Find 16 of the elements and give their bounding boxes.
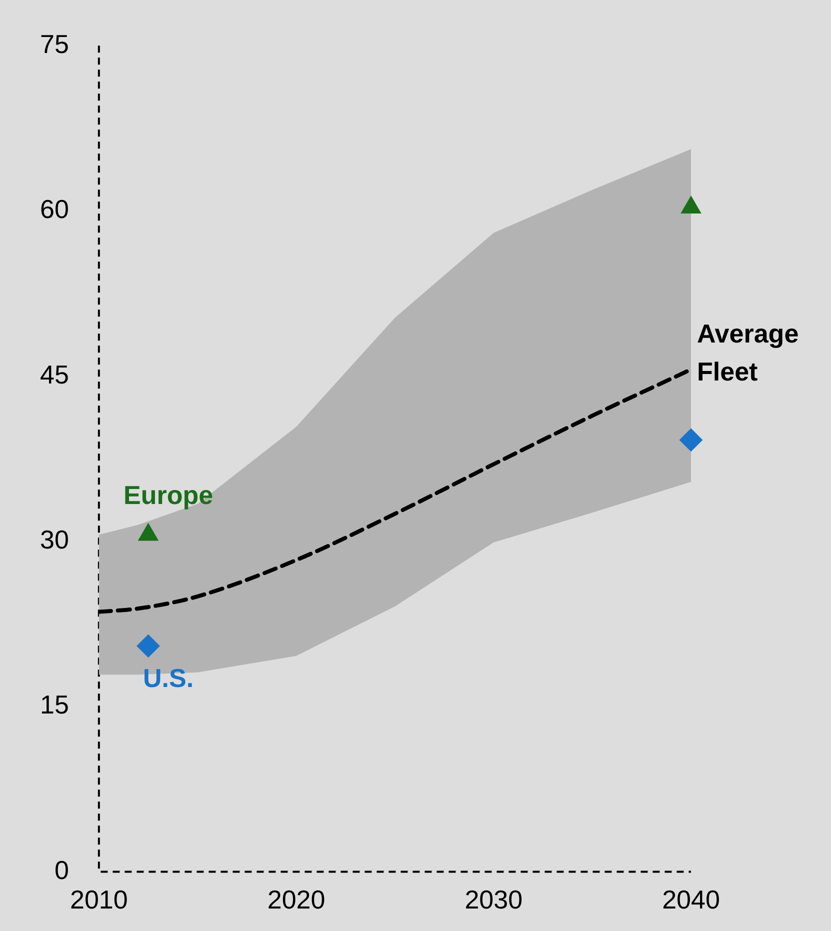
series-label: Europe <box>123 480 214 510</box>
y-tick-label: 75 <box>40 28 69 59</box>
y-tick-label: 0 <box>54 854 69 885</box>
point <box>136 634 160 658</box>
y-tick-label: 45 <box>40 359 69 390</box>
point <box>680 196 702 214</box>
x-tick-label: 2030 <box>464 884 523 915</box>
x-tick-label: 2010 <box>70 884 128 915</box>
y-tick-label: 60 <box>40 194 69 224</box>
x-tick-label: 2040 <box>662 884 720 915</box>
series-label: Average Fleet <box>697 318 799 387</box>
x-tick-label: 2020 <box>267 884 326 915</box>
y-tick-label: 15 <box>40 690 69 720</box>
series-label: U.S. <box>142 663 194 694</box>
y-tick-label: 30 <box>40 524 69 554</box>
point <box>680 428 702 452</box>
